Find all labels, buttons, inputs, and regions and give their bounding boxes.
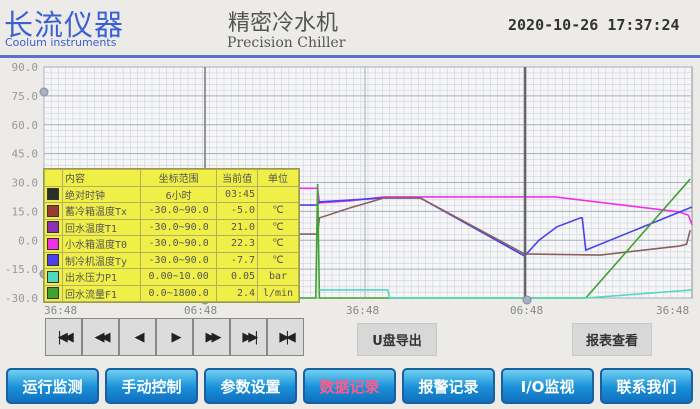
tab-0[interactable]: 运行监测 (6, 368, 99, 404)
legend-unit: ℃ (257, 218, 299, 236)
usb-export-button[interactable]: U盘导出 (357, 323, 437, 356)
drag-handle[interactable] (522, 295, 532, 305)
legend-unit: ℃ (257, 202, 299, 220)
tab-6[interactable]: 联系我们 (600, 368, 693, 404)
tab-3[interactable]: 数据记录 (303, 368, 396, 404)
datetime: 2020-10-26 17:37:24 (508, 16, 680, 34)
tab-2[interactable]: 参数设置 (204, 368, 297, 404)
forward-icon: ▶ (171, 329, 182, 345)
legend-name: 回水温度T1 (61, 218, 142, 236)
series-color-swatch (47, 237, 59, 250)
fast-back-icon: ◀◀ (94, 329, 111, 345)
legend-row: 蓄冷箱温度Tx -30.0~90.0 -5.0 ℃ (44, 202, 299, 220)
x-tick: 06:48 (510, 304, 544, 317)
legend-header: 内容 坐标范围 当前值 单位 (44, 169, 299, 187)
legend-name: 小水箱温度T0 (61, 235, 142, 253)
legend-name: 出水压力P1 (61, 268, 142, 286)
series-color-swatch (47, 188, 59, 201)
fast-back-button[interactable]: ◀◀ (82, 318, 119, 356)
legend-unit (257, 185, 299, 203)
x-tick: 36:48 (656, 304, 690, 317)
legend-value: 0.05 (216, 268, 259, 286)
y-tick: 90.0 (12, 61, 39, 74)
legend-unit: bar (257, 268, 299, 286)
x-tick: 36:48 (346, 304, 380, 317)
back-button[interactable]: ◀ (119, 318, 156, 356)
y-tick: -15.0 (5, 263, 38, 276)
legend-header-unit: 单位 (257, 169, 299, 187)
x-tick: 36:48 (44, 304, 78, 317)
y-tick: 60.0 (12, 119, 39, 132)
x-tick: 06:48 (184, 304, 218, 317)
legend-header-range: 坐标范围 (140, 169, 218, 187)
legend-value: -7.7 (216, 251, 259, 269)
fast-forward-icon: ▶▶ (205, 329, 222, 345)
legend-row: 回水温度T1 -30.0~90.0 21.0 ℃ (44, 218, 299, 236)
series-line-4 (319, 289, 693, 299)
legend-range: -30.0~90.0 (140, 235, 218, 253)
y-tick: 75.0 (12, 90, 39, 103)
legend-value: -5.0 (216, 202, 259, 220)
legend-value: 2.4 (216, 284, 259, 302)
legend-row: 制冷机温度Ty -30.0~90.0 -7.7 ℃ (44, 251, 299, 269)
legend-range: 0.0~1800.0 (140, 284, 218, 302)
tab-1[interactable]: 手动控制 (105, 368, 198, 404)
legend-name: 绝对时钟 (61, 185, 142, 203)
series-color-swatch (47, 287, 59, 300)
report-view-button[interactable]: 报表查看 (572, 323, 652, 356)
series-line-1 (278, 197, 693, 258)
legend-row: 出水压力P1 0.00~10.00 0.05 bar (44, 268, 299, 286)
legend-row: 绝对时钟 6小时 03:45 (44, 185, 299, 203)
legend-name: 回水流量F1 (61, 284, 142, 302)
series-color-swatch (47, 221, 59, 234)
first-icon: |◀◀ (57, 329, 74, 345)
tab-4[interactable]: 报警记录 (402, 368, 495, 404)
legend-range: 6小时 (140, 185, 218, 203)
legend-header-name: 内容 (61, 169, 142, 187)
legend-table: 内容 坐标范围 当前值 单位 绝对时钟 6小时 03:45 蓄冷箱温度Tx -3… (43, 168, 300, 303)
last-button[interactable]: ▶▶| (230, 318, 267, 356)
series-color-swatch (47, 270, 59, 283)
legend-unit: l/min (257, 284, 299, 302)
legend-range: -30.0~90.0 (140, 218, 218, 236)
end-icon: ▶|◀ (279, 329, 296, 345)
legend-range: 0.00~10.00 (140, 268, 218, 286)
fast-forward-button[interactable]: ▶▶ (193, 318, 230, 356)
legend-row: 回水流量F1 0.0~1800.0 2.4 l/min (44, 284, 299, 302)
legend-value: 22.3 (216, 235, 259, 253)
logo-subtitle: Coolum instruments (5, 36, 117, 49)
series-color-swatch (47, 204, 59, 217)
series-color-swatch (47, 254, 59, 267)
y-tick: -30.0 (5, 292, 38, 305)
logo-text: 长流仪器 (4, 8, 125, 42)
y-tick: 0.0 (18, 234, 38, 247)
series-line-3 (278, 178, 691, 299)
legend-unit: ℃ (257, 235, 299, 253)
page-title: 精密冷水机 (228, 11, 339, 36)
legend-range: -30.0~90.0 (140, 202, 218, 220)
legend-row: 小水箱温度T0 -30.0~90.0 22.3 ℃ (44, 235, 299, 253)
page-subtitle: Precision Chiller (227, 35, 346, 51)
legend-header-value: 当前值 (216, 169, 259, 187)
drag-handle[interactable] (39, 87, 49, 97)
tab-5[interactable]: I/O监视 (501, 368, 594, 404)
forward-button[interactable]: ▶ (156, 318, 193, 356)
y-tick: 45.0 (12, 148, 39, 161)
legend-name: 制冷机温度Ty (61, 251, 142, 269)
legend-value: 21.0 (216, 218, 259, 236)
legend-unit: ℃ (257, 251, 299, 269)
legend-range: -30.0~90.0 (140, 251, 218, 269)
legend-value: 03:45 (216, 185, 259, 203)
first-button[interactable]: |◀◀ (45, 318, 82, 356)
end-button[interactable]: ▶|◀ (267, 318, 304, 356)
y-tick: 15.0 (12, 205, 39, 218)
header-divider (0, 55, 700, 58)
last-icon: ▶▶| (242, 329, 259, 345)
y-tick: 30.0 (12, 177, 39, 190)
legend-name: 蓄冷箱温度Tx (61, 202, 142, 220)
back-icon: ◀ (134, 329, 145, 345)
